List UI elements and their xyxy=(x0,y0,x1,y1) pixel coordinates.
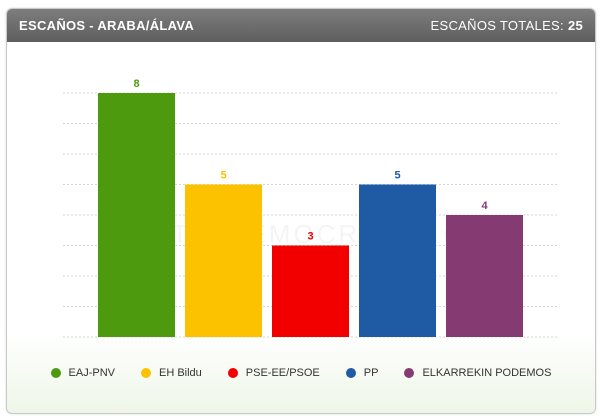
chart-header: ESCAÑOS - ARABA/ÁLAVA ESCAÑOS TOTALES: 25 xyxy=(7,9,595,42)
legend-swatch xyxy=(50,368,61,378)
legend-label: PP xyxy=(363,367,379,379)
bar-elkarrekin-podemos[interactable] xyxy=(446,215,523,337)
legend-item[interactable]: EH Bildu xyxy=(141,367,202,379)
legend-item[interactable]: EAJ-PNV xyxy=(50,367,115,379)
chart-title: ESCAÑOS - ARABA/ÁLAVA xyxy=(19,18,195,33)
legend-swatch xyxy=(227,368,238,378)
total-seats-label: ESCAÑOS TOTALES: xyxy=(430,18,564,33)
legend-item[interactable]: ELKARREKIN PODEMOS xyxy=(404,367,551,379)
data-label: 3 xyxy=(307,231,313,243)
legend-label: EAJ-PNV xyxy=(68,367,115,379)
legend-item[interactable]: PSE-EE/PSOE xyxy=(227,367,320,379)
bar-eh-bildu[interactable] xyxy=(185,184,262,338)
bar-chart: 8 5 3 5 4 xyxy=(63,78,559,338)
legend-label: ELKARREKIN PODEMOS xyxy=(422,367,552,379)
chart-card: ESCAÑOS - ARABA/ÁLAVA ESCAÑOS TOTALES: 25… xyxy=(6,8,596,414)
total-seats-value: 25 xyxy=(567,18,583,33)
legend-swatch xyxy=(141,368,151,378)
legend-label: PSE-EE/PSOE xyxy=(245,367,320,379)
bar-eaj-pnv[interactable] xyxy=(98,93,175,337)
legend: EAJ-PNV EH Bildu PSE-EE/PSOE PP ELKARREKIN P… xyxy=(7,363,595,383)
data-label: 5 xyxy=(394,170,400,182)
legend-swatch xyxy=(345,368,356,378)
bars xyxy=(98,93,523,337)
data-label: 8 xyxy=(133,78,139,90)
total-seats: ESCAÑOS TOTALES: 25 xyxy=(431,18,583,33)
data-label: 4 xyxy=(481,200,488,212)
bar-pp[interactable] xyxy=(359,184,436,338)
legend-item[interactable]: PP xyxy=(345,367,379,379)
data-labels: 8 5 3 5 4 xyxy=(133,78,488,243)
legend-swatch xyxy=(404,368,415,378)
bar-pse-ee-psoe[interactable] xyxy=(272,245,349,338)
legend-label: EH Bildu xyxy=(159,367,202,379)
data-label: 5 xyxy=(220,170,226,182)
